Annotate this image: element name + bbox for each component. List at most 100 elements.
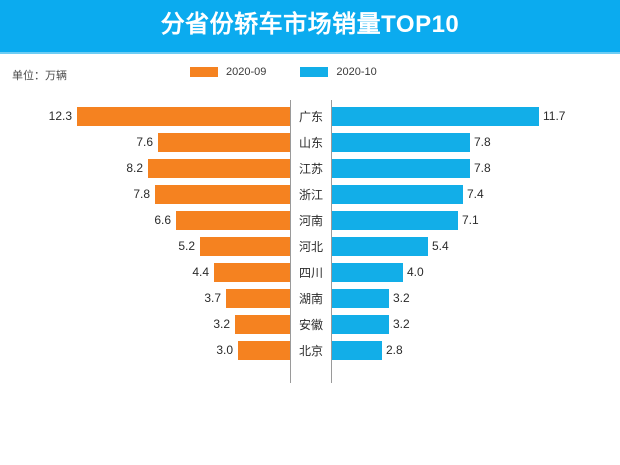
bar-value-label-right: 4.0: [407, 265, 424, 279]
bar-2020-10[interactable]: [332, 237, 428, 256]
category-label: 广东: [298, 110, 323, 124]
left-series-cell: 4.4: [0, 260, 290, 286]
bar-value-label-left: 6.6: [154, 213, 171, 227]
left-series-cell: 3.7: [0, 286, 290, 312]
axis-line-left: [290, 100, 291, 383]
bar-left-wrapper: [77, 107, 290, 126]
bar-value-label-right: 7.1: [462, 213, 479, 227]
right-series-cell: 4.0: [332, 260, 620, 286]
bar-value-label-left: 3.7: [204, 291, 221, 305]
bar-value-label-left: 12.3: [48, 109, 72, 123]
bar-2020-09[interactable]: [200, 237, 290, 256]
bar-2020-10[interactable]: [332, 211, 458, 230]
bar-value-label-right: 5.4: [432, 239, 449, 253]
page-title: 分省份轿车市场销量TOP10: [160, 11, 460, 38]
chart-row: 3.7 湖南 3.2: [0, 286, 620, 312]
bar-2020-09[interactable]: [148, 159, 290, 178]
bar-2020-09[interactable]: [226, 289, 290, 308]
legend-label: 2020-09: [226, 66, 267, 78]
bar-value-label-left: 8.2: [126, 161, 143, 175]
bar-value-label-left: 5.2: [178, 239, 195, 253]
right-series-cell: 7.4: [332, 182, 620, 208]
right-series-cell: 3.2: [332, 312, 620, 338]
bar-left-wrapper: [235, 315, 290, 334]
legend-item-2020-10[interactable]: 2020-10: [300, 66, 377, 78]
bar-2020-10[interactable]: [332, 107, 539, 126]
bar-value-label-left: 7.8: [133, 187, 150, 201]
left-series-cell: 8.2: [0, 156, 290, 182]
category-label: 北京: [298, 344, 323, 358]
category-label: 安徽: [298, 318, 323, 332]
bar-2020-09[interactable]: [155, 185, 290, 204]
legend-swatch-icon: [190, 67, 218, 77]
chart-row: 12.3 广东 11.7: [0, 104, 620, 130]
bar-left-wrapper: [214, 263, 290, 282]
bar-value-label-left: 7.6: [136, 135, 153, 149]
category-label: 江苏: [298, 162, 323, 176]
category-label: 山东: [298, 136, 323, 150]
right-series-cell: 7.8: [332, 130, 620, 156]
category-label: 四川: [298, 266, 323, 280]
header-band: [0, 0, 620, 52]
right-series-cell: 7.8: [332, 156, 620, 182]
bar-left-wrapper: [226, 289, 290, 308]
bar-left-wrapper: [238, 341, 290, 360]
bar-left-wrapper: [200, 237, 290, 256]
right-series-cell: 3.2: [332, 286, 620, 312]
left-series-cell: 6.6: [0, 208, 290, 234]
right-series-cell: 11.7: [332, 104, 620, 130]
chart-row: 3.2 安徽 3.2: [0, 312, 620, 338]
left-series-cell: 12.3: [0, 104, 290, 130]
chart-row: 8.2 江苏 7.8: [0, 156, 620, 182]
header-underline: [0, 52, 620, 54]
bar-value-label-right: 7.4: [467, 187, 484, 201]
bar-value-label-right: 7.8: [474, 161, 491, 175]
bar-2020-09[interactable]: [214, 263, 290, 282]
bar-left-wrapper: [158, 133, 290, 152]
category-label: 湖南: [298, 292, 323, 306]
bar-2020-10[interactable]: [332, 263, 403, 282]
bar-value-label-right: 2.8: [386, 343, 403, 357]
bar-2020-09[interactable]: [77, 107, 290, 126]
category-label: 河北: [298, 240, 323, 254]
bar-2020-10[interactable]: [332, 185, 463, 204]
bar-2020-10[interactable]: [332, 133, 470, 152]
bar-2020-09[interactable]: [235, 315, 290, 334]
left-series-cell: 3.0: [0, 338, 290, 364]
left-series-cell: 5.2: [0, 234, 290, 260]
chart-row: 5.2 河北 5.4: [0, 234, 620, 260]
bar-value-label-right: 3.2: [393, 291, 410, 305]
plot-area: 12.3 广东 11.7 7.6 山东 7.8 8.2 江苏 7.8 7.8 浙江 7.4 6.6 河南 7…: [0, 100, 620, 385]
bar-2020-10[interactable]: [332, 289, 389, 308]
left-series-cell: 3.2: [0, 312, 290, 338]
legend-item-2020-09[interactable]: 2020-09: [190, 66, 266, 78]
right-series-cell: 5.4: [332, 234, 620, 260]
bar-2020-10[interactable]: [332, 341, 382, 360]
chart-row: 4.4 四川 4.0: [0, 260, 620, 286]
left-series-cell: 7.6: [0, 130, 290, 156]
bar-left-wrapper: [155, 185, 290, 204]
legend-label: 2020-10: [336, 66, 377, 78]
chart-row: 6.6 河南 7.1: [0, 208, 620, 234]
bar-left-wrapper: [148, 159, 290, 178]
bar-2020-10[interactable]: [332, 159, 470, 178]
right-series-cell: 2.8: [332, 338, 620, 364]
bar-2020-09[interactable]: [158, 133, 290, 152]
chart-row: 7.8 浙江 7.4: [0, 182, 620, 208]
bar-2020-09[interactable]: [238, 341, 290, 360]
bar-value-label-left: 3.2: [213, 317, 230, 331]
category-label: 河南: [298, 214, 323, 228]
bar-value-label-left: 4.4: [192, 265, 209, 279]
bar-value-label-right: 3.2: [393, 317, 410, 331]
chart-row: 3.0 北京 2.8: [0, 338, 620, 364]
bar-value-label-left: 3.0: [216, 343, 233, 357]
bar-value-label-right: 7.8: [474, 135, 491, 149]
bar-left-wrapper: [176, 211, 290, 230]
bar-2020-10[interactable]: [332, 315, 389, 334]
category-label: 浙江: [298, 188, 323, 202]
chart-row: 7.6 山东 7.8: [0, 130, 620, 156]
bar-rows: 12.3 广东 11.7 7.6 山东 7.8 8.2 江苏 7.8 7.8 浙江 7.4 6.6 河南 7…: [0, 104, 620, 364]
chart-legend: 2020-09 2020-10: [190, 66, 377, 78]
bar-2020-09[interactable]: [176, 211, 290, 230]
